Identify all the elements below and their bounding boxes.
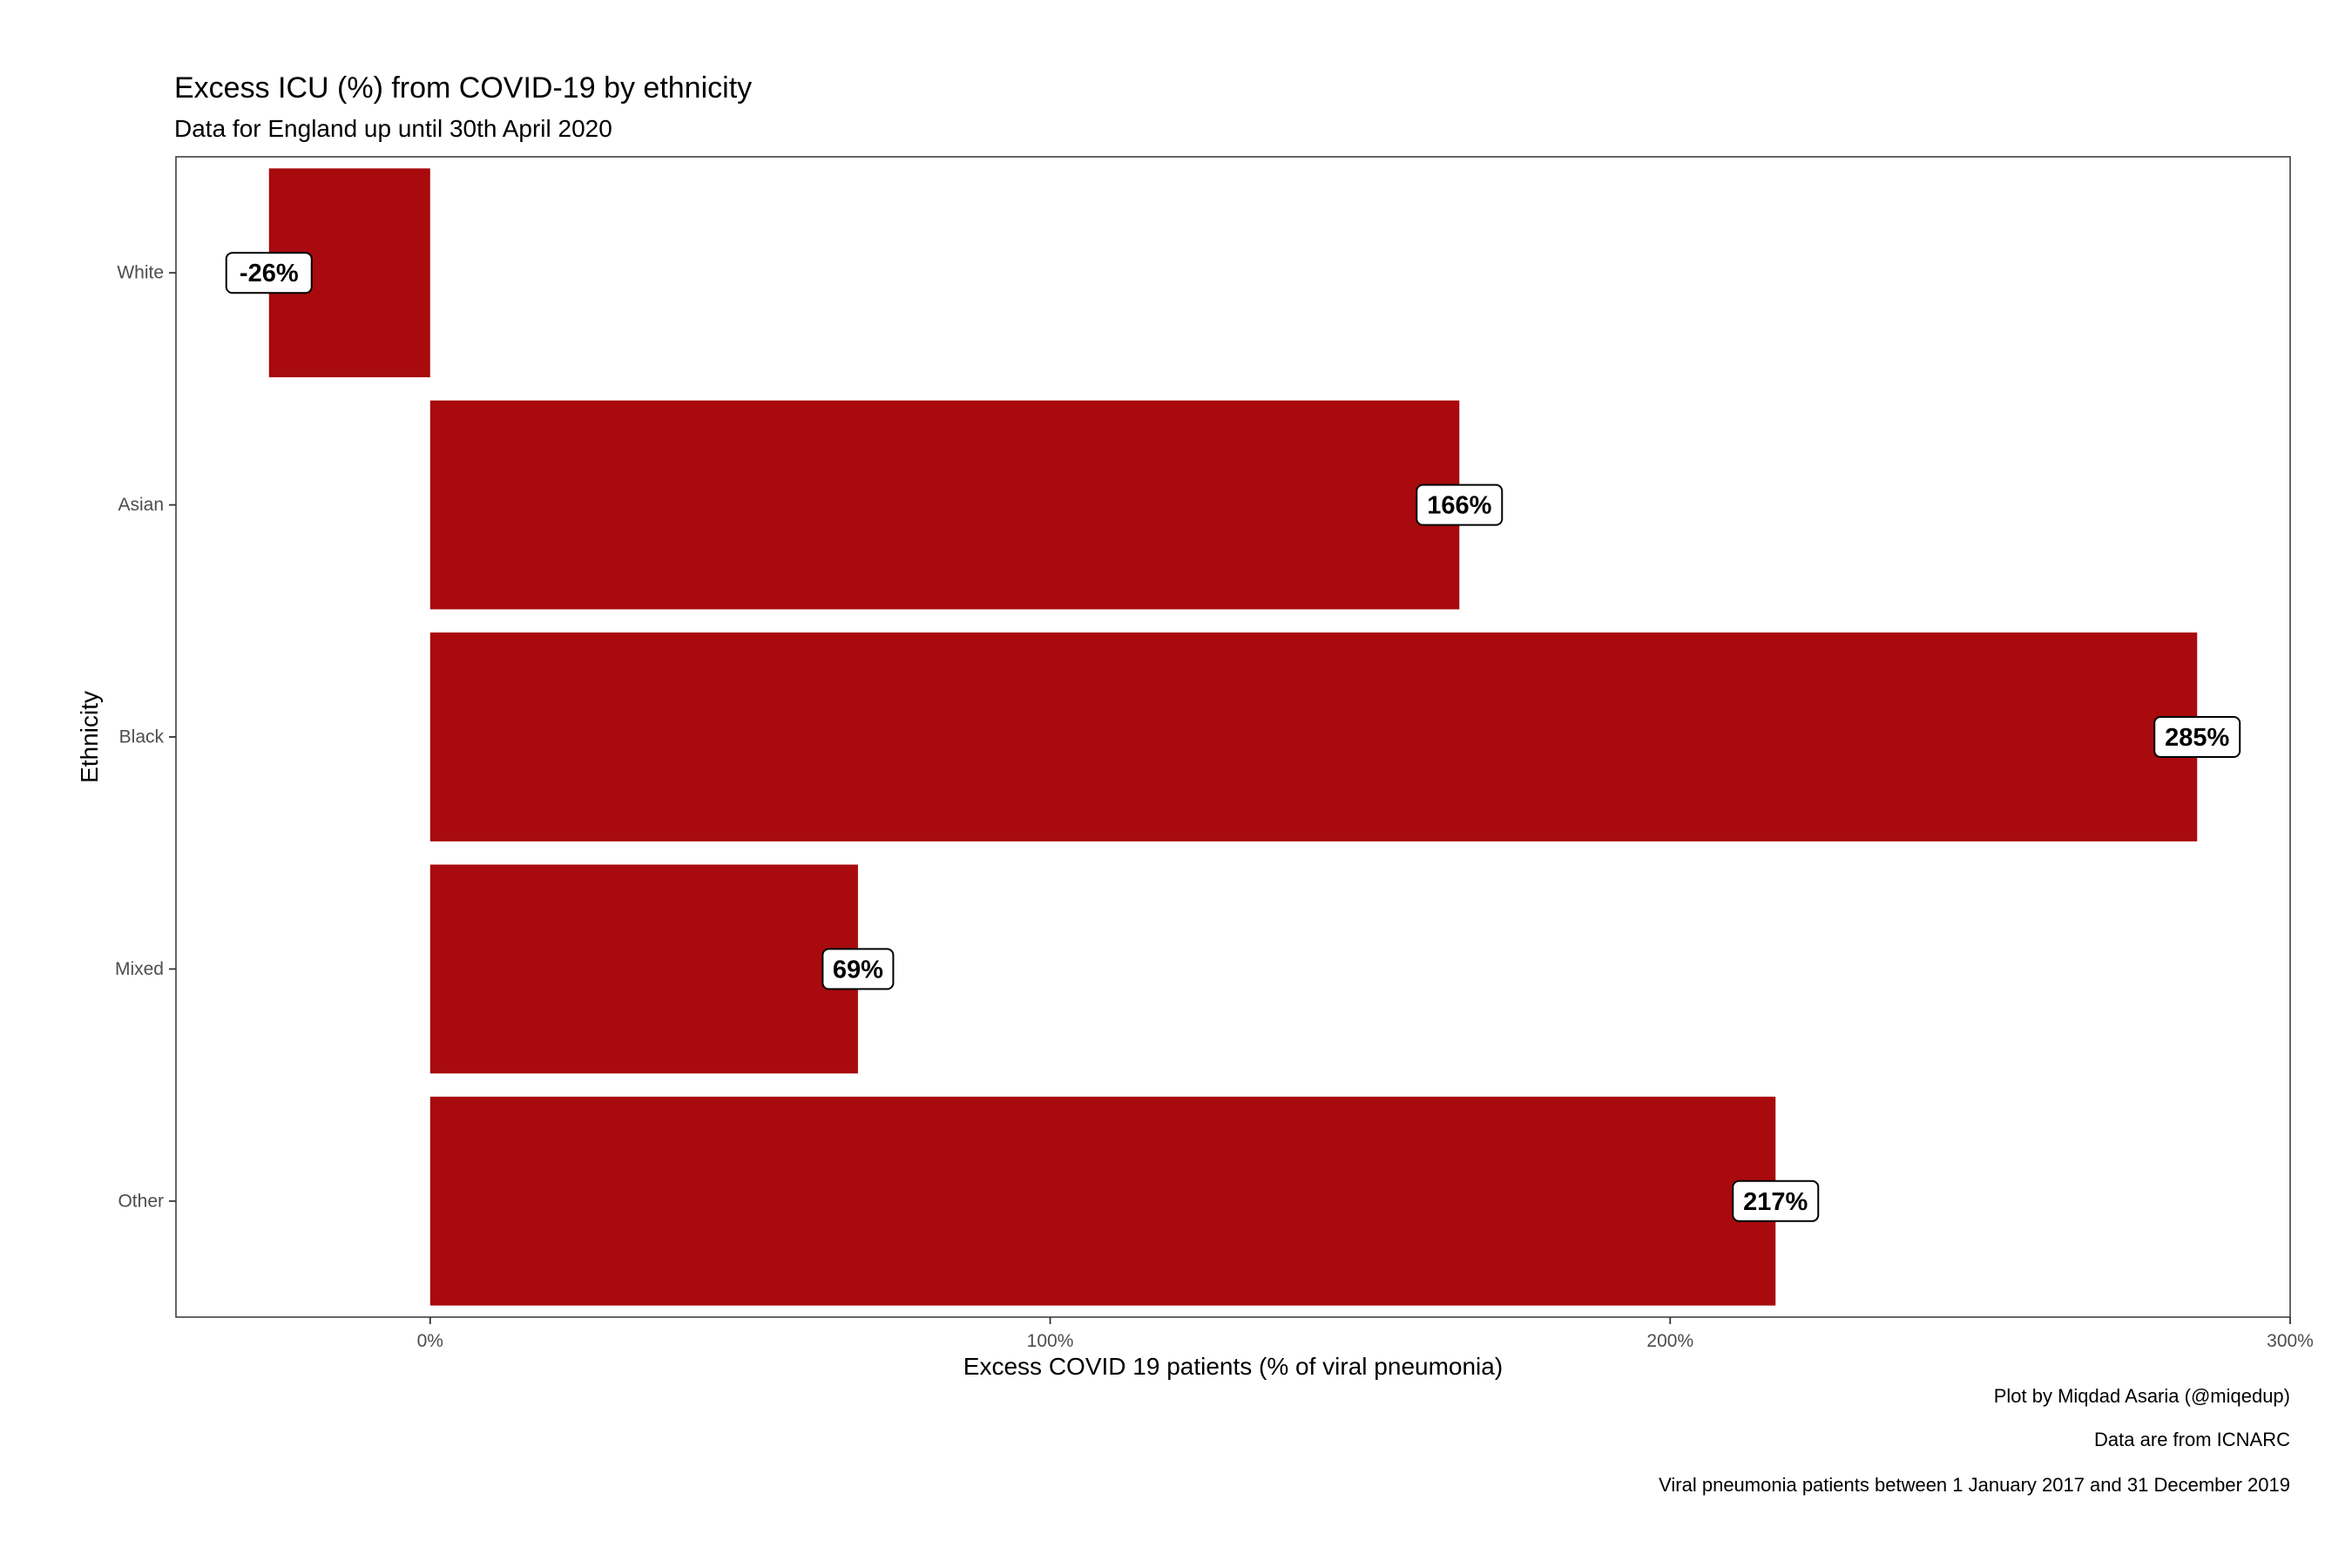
- data-label-asian: 166%: [1427, 492, 1491, 520]
- x-tick-label-100: 100%: [1027, 1331, 1074, 1351]
- data-label-white: -26%: [240, 260, 299, 287]
- y-tick-label-mixed: Mixed: [115, 959, 164, 979]
- x-axis-title: Excess COVID 19 patients (% of viral pne…: [963, 1353, 1503, 1380]
- bar-mixed: [430, 865, 858, 1074]
- caption-source: Data are from ICNARC: [2094, 1429, 2290, 1451]
- y-tick-label-black: Black: [119, 727, 165, 747]
- bar-asian: [430, 401, 1459, 610]
- caption-author: Plot by Miqdad Asaria (@miqedup): [1994, 1385, 2290, 1408]
- caption-note: Viral pneumonia patients between 1 Janua…: [1659, 1474, 2290, 1497]
- y-tick-label-asian: Asian: [118, 495, 164, 515]
- data-label-black: 285%: [2165, 724, 2229, 752]
- x-tick-label-0: 0%: [417, 1331, 443, 1351]
- y-tick-label-other: Other: [118, 1191, 164, 1211]
- x-tick-label-300: 300%: [2267, 1331, 2314, 1351]
- bar-black: [430, 632, 2197, 841]
- x-tick-label-200: 200%: [1646, 1331, 1693, 1351]
- y-axis-title: Ethnicity: [76, 691, 103, 783]
- data-label-mixed: 69%: [833, 956, 883, 983]
- y-tick-label-white: White: [117, 263, 164, 283]
- bar-other: [430, 1097, 1775, 1306]
- data-label-other: 217%: [1743, 1188, 1808, 1216]
